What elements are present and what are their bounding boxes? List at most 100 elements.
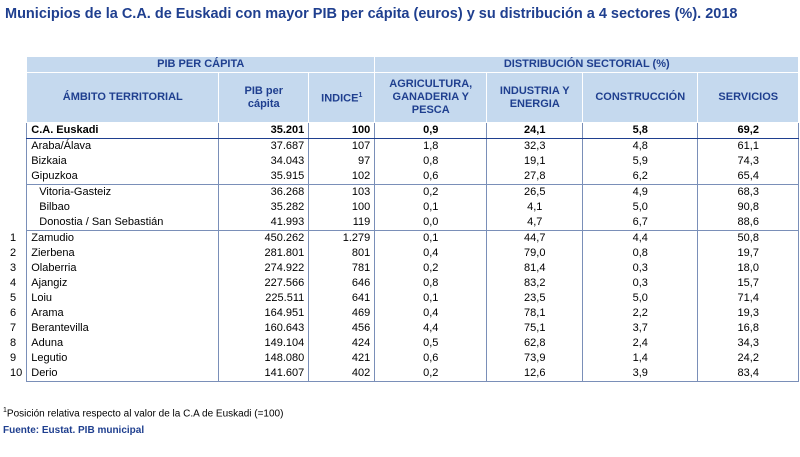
cell-pib: 37.687	[218, 138, 309, 154]
cell-agri: 0,1	[374, 291, 487, 306]
cell-industry: 23,5	[486, 291, 583, 306]
cell-services: 61,1	[697, 138, 800, 154]
cell-industry: 73,9	[486, 351, 583, 366]
header-industry: INDUSTRIA Y ENERGIA	[486, 72, 584, 123]
cell-industry: 24,1	[486, 122, 583, 139]
cell-name: Legutio	[26, 351, 219, 366]
cell-name: Zierbena	[26, 246, 219, 261]
cell-services: 65,4	[697, 169, 800, 185]
cell-services: 71,4	[697, 291, 800, 306]
cell-name: Arama	[26, 306, 219, 321]
cell-construction: 5,0	[582, 291, 698, 306]
cell-rank: 7	[10, 322, 17, 334]
table-row: Bilbao 35.282 100 0,1 4,1 5,0 90,8	[3, 200, 800, 215]
cell-industry: 27,8	[486, 169, 583, 185]
cell-agri: 0,5	[374, 336, 487, 351]
cell-pib: 148.080	[218, 351, 309, 366]
cell-agri: 0,0	[374, 215, 487, 231]
cell-indice: 456	[308, 321, 375, 336]
cell-services: 68,3	[697, 184, 800, 200]
table-row: 4 Ajangiz 227.566 646 0,8 83,2 0,3 15,7	[3, 276, 800, 291]
cell-pib: 274.922	[218, 261, 309, 276]
header-ambito: ÁMBITO TERRITORIAL	[26, 72, 220, 123]
cell-industry: 19,1	[486, 154, 583, 169]
cell-pib: 281.801	[218, 246, 309, 261]
data-table: PIB PER CÁPITA DISTRIBUCIÓN SECTORIAL (%…	[3, 56, 800, 382]
footnote-sup: 1	[3, 407, 7, 414]
cell-indice: 97	[308, 154, 375, 169]
cell-services: 69,2	[697, 122, 800, 139]
cell-agri: 0,2	[374, 184, 487, 200]
cell-services: 50,8	[697, 230, 800, 246]
cell-construction: 5,0	[582, 200, 698, 215]
cell-construction: 4,4	[582, 230, 698, 246]
cell-agri: 0,2	[374, 261, 487, 276]
cell-indice: 102	[308, 169, 375, 185]
cell-construction: 3,9	[582, 366, 698, 382]
cell-agri: 1,8	[374, 138, 487, 154]
cell-rank	[3, 200, 27, 215]
table-row: Donostia / San Sebastián 41.993 119 0,0 4,7 6…	[3, 215, 800, 231]
cell-construction: 3,7	[582, 321, 698, 336]
cell-industry: 4,7	[486, 215, 583, 231]
cell-rank	[3, 185, 27, 201]
cell-rank: 1	[10, 231, 17, 244]
cell-construction: 6,7	[582, 215, 698, 231]
cell-industry: 62,8	[486, 336, 583, 351]
cell-agri: 0,6	[374, 169, 487, 185]
cell-rank: 2	[10, 247, 17, 259]
cell-industry: 83,2	[486, 276, 583, 291]
cell-construction: 5,8	[582, 122, 698, 139]
cell-agri: 0,8	[374, 154, 487, 169]
cell-services: 34,3	[697, 336, 800, 351]
cell-pib: 160.643	[218, 321, 309, 336]
cell-services: 19,7	[697, 246, 800, 261]
table-row: 5 Loiu 225.511 641 0,1 23,5 5,0 71,4	[3, 291, 800, 306]
cell-pib: 34.043	[218, 154, 309, 169]
cell-industry: 4,1	[486, 200, 583, 215]
cell-indice: 107	[308, 138, 375, 154]
header-pib: PIB per cápita	[218, 72, 310, 123]
cell-industry: 75,1	[486, 321, 583, 336]
cell-industry: 78,1	[486, 306, 583, 321]
cell-agri: 0,1	[374, 230, 487, 246]
cell-pib: 227.566	[218, 276, 309, 291]
cell-construction: 4,9	[582, 184, 698, 200]
cell-rank	[3, 169, 27, 185]
cell-services: 18,0	[697, 261, 800, 276]
cell-indice: 119	[308, 215, 375, 231]
cell-agri: 0,4	[374, 306, 487, 321]
cell-name: Ajangiz	[26, 276, 219, 291]
cell-name: Donostia / San Sebastián	[26, 215, 219, 231]
cell-services: 15,7	[697, 276, 800, 291]
table-row: 3 Olaberria 274.922 781 0,2 81,4 0,3 18,0	[3, 261, 800, 276]
cell-indice: 424	[308, 336, 375, 351]
cell-pib: 149.104	[218, 336, 309, 351]
cell-pib: 450.262	[218, 230, 309, 246]
cell-services: 83,4	[697, 366, 800, 382]
cell-industry: 79,0	[486, 246, 583, 261]
cell-rank: 4	[10, 277, 17, 289]
cell-indice: 100	[308, 122, 375, 139]
cell-services: 19,3	[697, 306, 800, 321]
cell-industry: 26,5	[486, 184, 583, 200]
cell-rank	[3, 154, 27, 169]
page-title: Municipios de la C.A. de Euskadi con may…	[5, 6, 738, 22]
corner-cell	[3, 56, 27, 73]
footnote-text: Posición relativa respecto al valor de l…	[6, 408, 284, 420]
cell-industry: 44,7	[486, 230, 583, 246]
cell-services: 16,8	[697, 321, 800, 336]
cell-indice: 103	[308, 184, 375, 200]
cell-rank: 10	[10, 367, 23, 380]
header-construction: CONSTRUCCIÓN	[582, 72, 699, 123]
cell-industry: 32,3	[486, 138, 583, 154]
cell-name: Zamudio	[26, 230, 219, 246]
cell-name: Olaberria	[26, 261, 219, 276]
cell-indice: 402	[308, 366, 375, 382]
group-header-pib: PIB PER CÁPITA	[26, 56, 376, 73]
cell-construction: 1,4	[582, 351, 698, 366]
cell-indice: 646	[308, 276, 375, 291]
header-agriculture: AGRICULTURA, GANADERIA Y PESCA	[374, 72, 488, 123]
table-row: 6 Arama 164.951 469 0,4 78,1 2,2 19,3	[3, 306, 800, 321]
cell-indice: 641	[308, 291, 375, 306]
